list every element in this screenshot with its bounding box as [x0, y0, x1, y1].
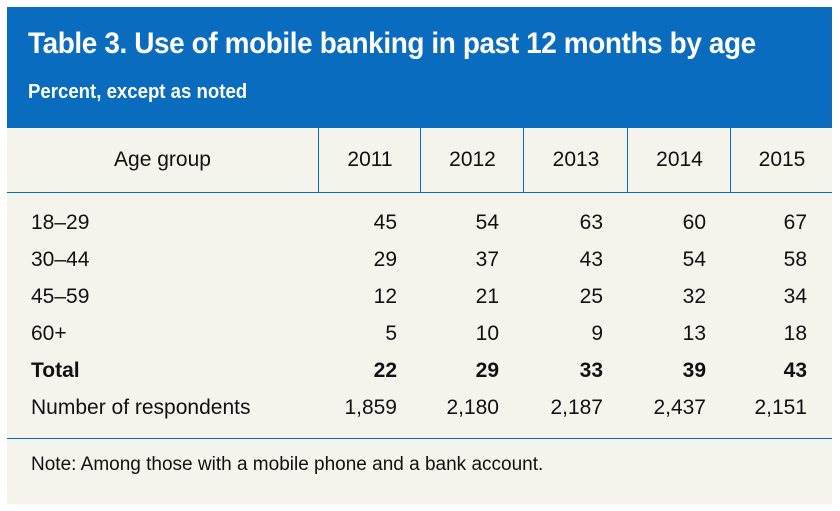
row-label: 60+ — [31, 322, 67, 345]
table-cell-2015: 43 — [783, 359, 807, 382]
table-cell-2015: 18 — [783, 322, 807, 345]
table-cell-2015: 34 — [783, 285, 807, 308]
table-cell-2015: 67 — [783, 211, 807, 234]
table-cell-2012: 37 — [475, 248, 499, 271]
column-header-age-group: Age group — [114, 148, 211, 171]
table-cell-2015: 2,151 — [754, 396, 807, 419]
table-subtitle: Percent, except as noted — [28, 81, 248, 103]
column-header-2013: 2013 — [523, 128, 628, 192]
row-label: 45–59 — [31, 285, 90, 308]
table-cell-2013: 9 — [591, 322, 603, 345]
table-cell-2011: 29 — [373, 248, 397, 271]
table-cell-2012: 10 — [475, 322, 499, 345]
table-cell-2012: 54 — [475, 211, 499, 234]
column-header-row: Age group 2011 2012 2013 2014 2015 — [7, 128, 832, 193]
row-label: Total — [31, 359, 80, 382]
column-header-2012: 2012 — [420, 128, 524, 192]
table-figure: Table 3. Use of mobile banking in past 1… — [7, 7, 832, 504]
table-row: Number of respondents 1,859 2,180 2,187 2,43… — [7, 389, 832, 426]
table-row: Total 22 29 33 39 43 — [7, 352, 832, 389]
table-cell-2014: 60 — [682, 211, 706, 234]
table-row: 60+ 5 10 9 13 18 — [7, 315, 832, 352]
table-cell-2013: 25 — [579, 285, 603, 308]
table-cell-2013: 33 — [579, 359, 603, 382]
bottom-rule — [7, 438, 832, 439]
row-label: 18–29 — [31, 211, 90, 234]
row-label: Number of respondents — [31, 396, 251, 419]
table-row: 45–59 12 21 25 32 34 — [7, 278, 832, 315]
table-cell-2011: 1,859 — [344, 396, 397, 419]
table-cell-2014: 54 — [682, 248, 706, 271]
table-row: 30–44 29 37 43 54 58 — [7, 241, 832, 278]
table-cell-2013: 43 — [579, 248, 603, 271]
table-cell-2012: 29 — [475, 359, 499, 382]
table-title: Table 3. Use of mobile banking in past 1… — [28, 27, 756, 60]
table-cell-2013: 63 — [579, 211, 603, 234]
table-header-banner: Table 3. Use of mobile banking in past 1… — [7, 7, 832, 128]
table-cell-2015: 58 — [783, 248, 807, 271]
table-cell-2012: 21 — [475, 285, 499, 308]
table-cell-2014: 2,437 — [653, 396, 706, 419]
column-header-2015: 2015 — [730, 128, 833, 192]
table-note: Note: Among those with a mobile phone an… — [31, 454, 544, 475]
table-cell-2013: 2,187 — [550, 396, 603, 419]
table-cell-2014: 32 — [682, 285, 706, 308]
table-cell-2011: 12 — [373, 285, 397, 308]
row-label: 30–44 — [31, 248, 90, 271]
table-cell-2011: 22 — [373, 359, 397, 382]
table-cell-2014: 39 — [682, 359, 706, 382]
column-header-2011: 2011 — [318, 128, 421, 192]
table-cell-2011: 5 — [385, 322, 397, 345]
column-header-2014: 2014 — [627, 128, 731, 192]
table-cell-2012: 2,180 — [446, 396, 499, 419]
table-cell-2014: 13 — [682, 322, 706, 345]
table-row: 18–29 45 54 63 60 67 — [7, 204, 832, 241]
table-cell-2011: 45 — [373, 211, 397, 234]
